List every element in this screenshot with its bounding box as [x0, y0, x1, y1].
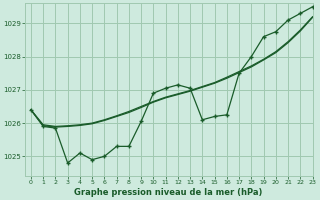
- X-axis label: Graphe pression niveau de la mer (hPa): Graphe pression niveau de la mer (hPa): [75, 188, 263, 197]
